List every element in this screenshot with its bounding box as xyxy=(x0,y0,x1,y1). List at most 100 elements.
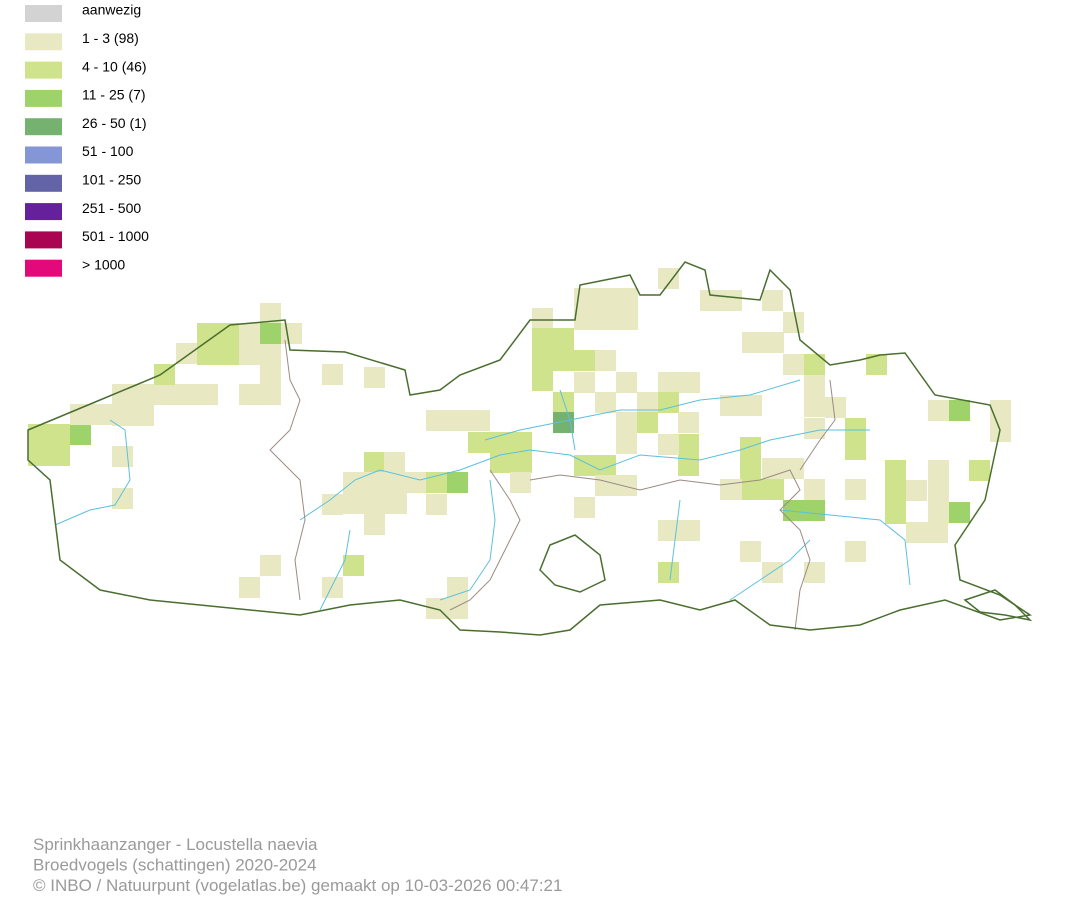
grid-cell xyxy=(700,290,742,311)
grid-cell xyxy=(637,392,658,413)
grid-cell xyxy=(28,424,70,466)
legend-label: 11 - 25 (7) xyxy=(82,87,146,103)
grid-cell xyxy=(553,350,595,371)
legend-label: > 1000 xyxy=(82,256,125,272)
grid-cell xyxy=(804,354,825,375)
legend-swatch xyxy=(25,61,62,79)
grid-cell xyxy=(322,364,343,385)
grid-cell xyxy=(112,446,133,467)
grid-cell xyxy=(281,323,302,344)
grid-cell xyxy=(866,354,887,375)
grid-cell xyxy=(239,577,260,598)
legend-label: 1 - 3 (98) xyxy=(82,30,139,46)
grid-cell xyxy=(906,522,948,543)
grid-cell xyxy=(928,460,949,524)
legend-label: 251 - 500 xyxy=(82,200,141,216)
legend-swatch xyxy=(25,118,62,136)
grid-cell xyxy=(783,500,825,521)
footer-line: © INBO / Natuurpunt (vogelatlas.be) gema… xyxy=(33,876,562,895)
grid-cell xyxy=(468,432,532,453)
grid-cell xyxy=(637,412,658,433)
grid-cell xyxy=(720,395,762,416)
legend-label: aanwezig xyxy=(82,2,141,18)
grid-cell xyxy=(574,497,595,518)
legend-swatch xyxy=(25,203,62,221)
grid-cell xyxy=(322,494,343,515)
grid-cell xyxy=(260,364,281,385)
grid-cell xyxy=(260,323,281,344)
grid-cells xyxy=(28,268,1011,619)
grid-cell xyxy=(949,502,970,523)
grid-cell xyxy=(742,479,784,500)
region-border xyxy=(27,261,1033,636)
legend-label: 51 - 100 xyxy=(82,143,134,159)
grid-cell xyxy=(364,452,385,473)
grid-cell xyxy=(112,488,133,509)
legend-swatch xyxy=(25,231,62,249)
legend-swatch xyxy=(25,33,62,51)
legend-swatch xyxy=(25,5,62,22)
legend-label: 501 - 1000 xyxy=(82,228,149,244)
grid-cell xyxy=(532,308,553,329)
grid-cell xyxy=(885,460,906,524)
grid-cell xyxy=(260,303,281,324)
grid-cell xyxy=(154,364,175,385)
grid-cell xyxy=(825,397,846,418)
grid-cell xyxy=(762,290,783,311)
footer-line: Sprinkhaanzanger - Locustella naevia xyxy=(33,835,318,854)
grid-cell xyxy=(740,541,761,562)
legend-swatch xyxy=(25,174,62,192)
grid-cell xyxy=(742,332,784,353)
grid-cell xyxy=(906,480,927,501)
grid-cell xyxy=(949,400,970,421)
grid-cell xyxy=(678,434,699,476)
grid-cell xyxy=(343,472,407,514)
grid-cell xyxy=(553,392,574,413)
grid-cell xyxy=(845,418,866,460)
grid-cell xyxy=(574,455,616,476)
grid-cell xyxy=(574,288,638,330)
grid-cell xyxy=(783,312,804,333)
grid-cell xyxy=(783,354,804,375)
grid-cell xyxy=(658,392,679,413)
grid-cell xyxy=(364,514,385,535)
grid-cell xyxy=(658,434,679,455)
grid-cell xyxy=(260,555,281,576)
legend-swatch xyxy=(25,259,62,277)
grid-cell xyxy=(616,372,637,393)
grid-cell xyxy=(70,404,112,425)
grid-cell xyxy=(426,598,468,619)
grid-cell xyxy=(595,475,637,496)
grid-cell xyxy=(490,452,532,473)
grid-cell xyxy=(616,412,637,454)
grid-cell xyxy=(322,577,343,598)
legend-label: 26 - 50 (1) xyxy=(82,115,147,131)
grid-cell xyxy=(426,472,447,493)
grid-cell xyxy=(574,372,595,393)
grid-cell xyxy=(510,472,531,493)
grid-cell xyxy=(969,460,990,481)
legend-label: 101 - 250 xyxy=(82,172,141,188)
footer-line: Broedvogels (schattingen) 2020-2024 xyxy=(33,856,317,875)
grid-cell xyxy=(239,384,281,405)
grid-cell xyxy=(70,424,91,445)
grid-cell xyxy=(112,384,154,426)
grid-cell xyxy=(595,392,616,413)
grid-cell xyxy=(447,472,468,493)
grid-cell xyxy=(447,577,468,598)
grid-cell xyxy=(658,520,700,541)
rivers xyxy=(54,379,911,611)
grid-cell xyxy=(804,418,825,439)
grid-cell xyxy=(364,367,385,388)
grid-cell xyxy=(176,343,197,364)
grid-cell xyxy=(658,372,700,393)
grid-cell xyxy=(658,268,679,289)
grid-cell xyxy=(426,410,490,431)
grid-cell xyxy=(804,479,825,500)
grid-cell xyxy=(678,412,699,433)
grid-cell xyxy=(384,452,405,473)
grid-cell xyxy=(845,541,866,562)
grid-cell xyxy=(804,562,825,583)
